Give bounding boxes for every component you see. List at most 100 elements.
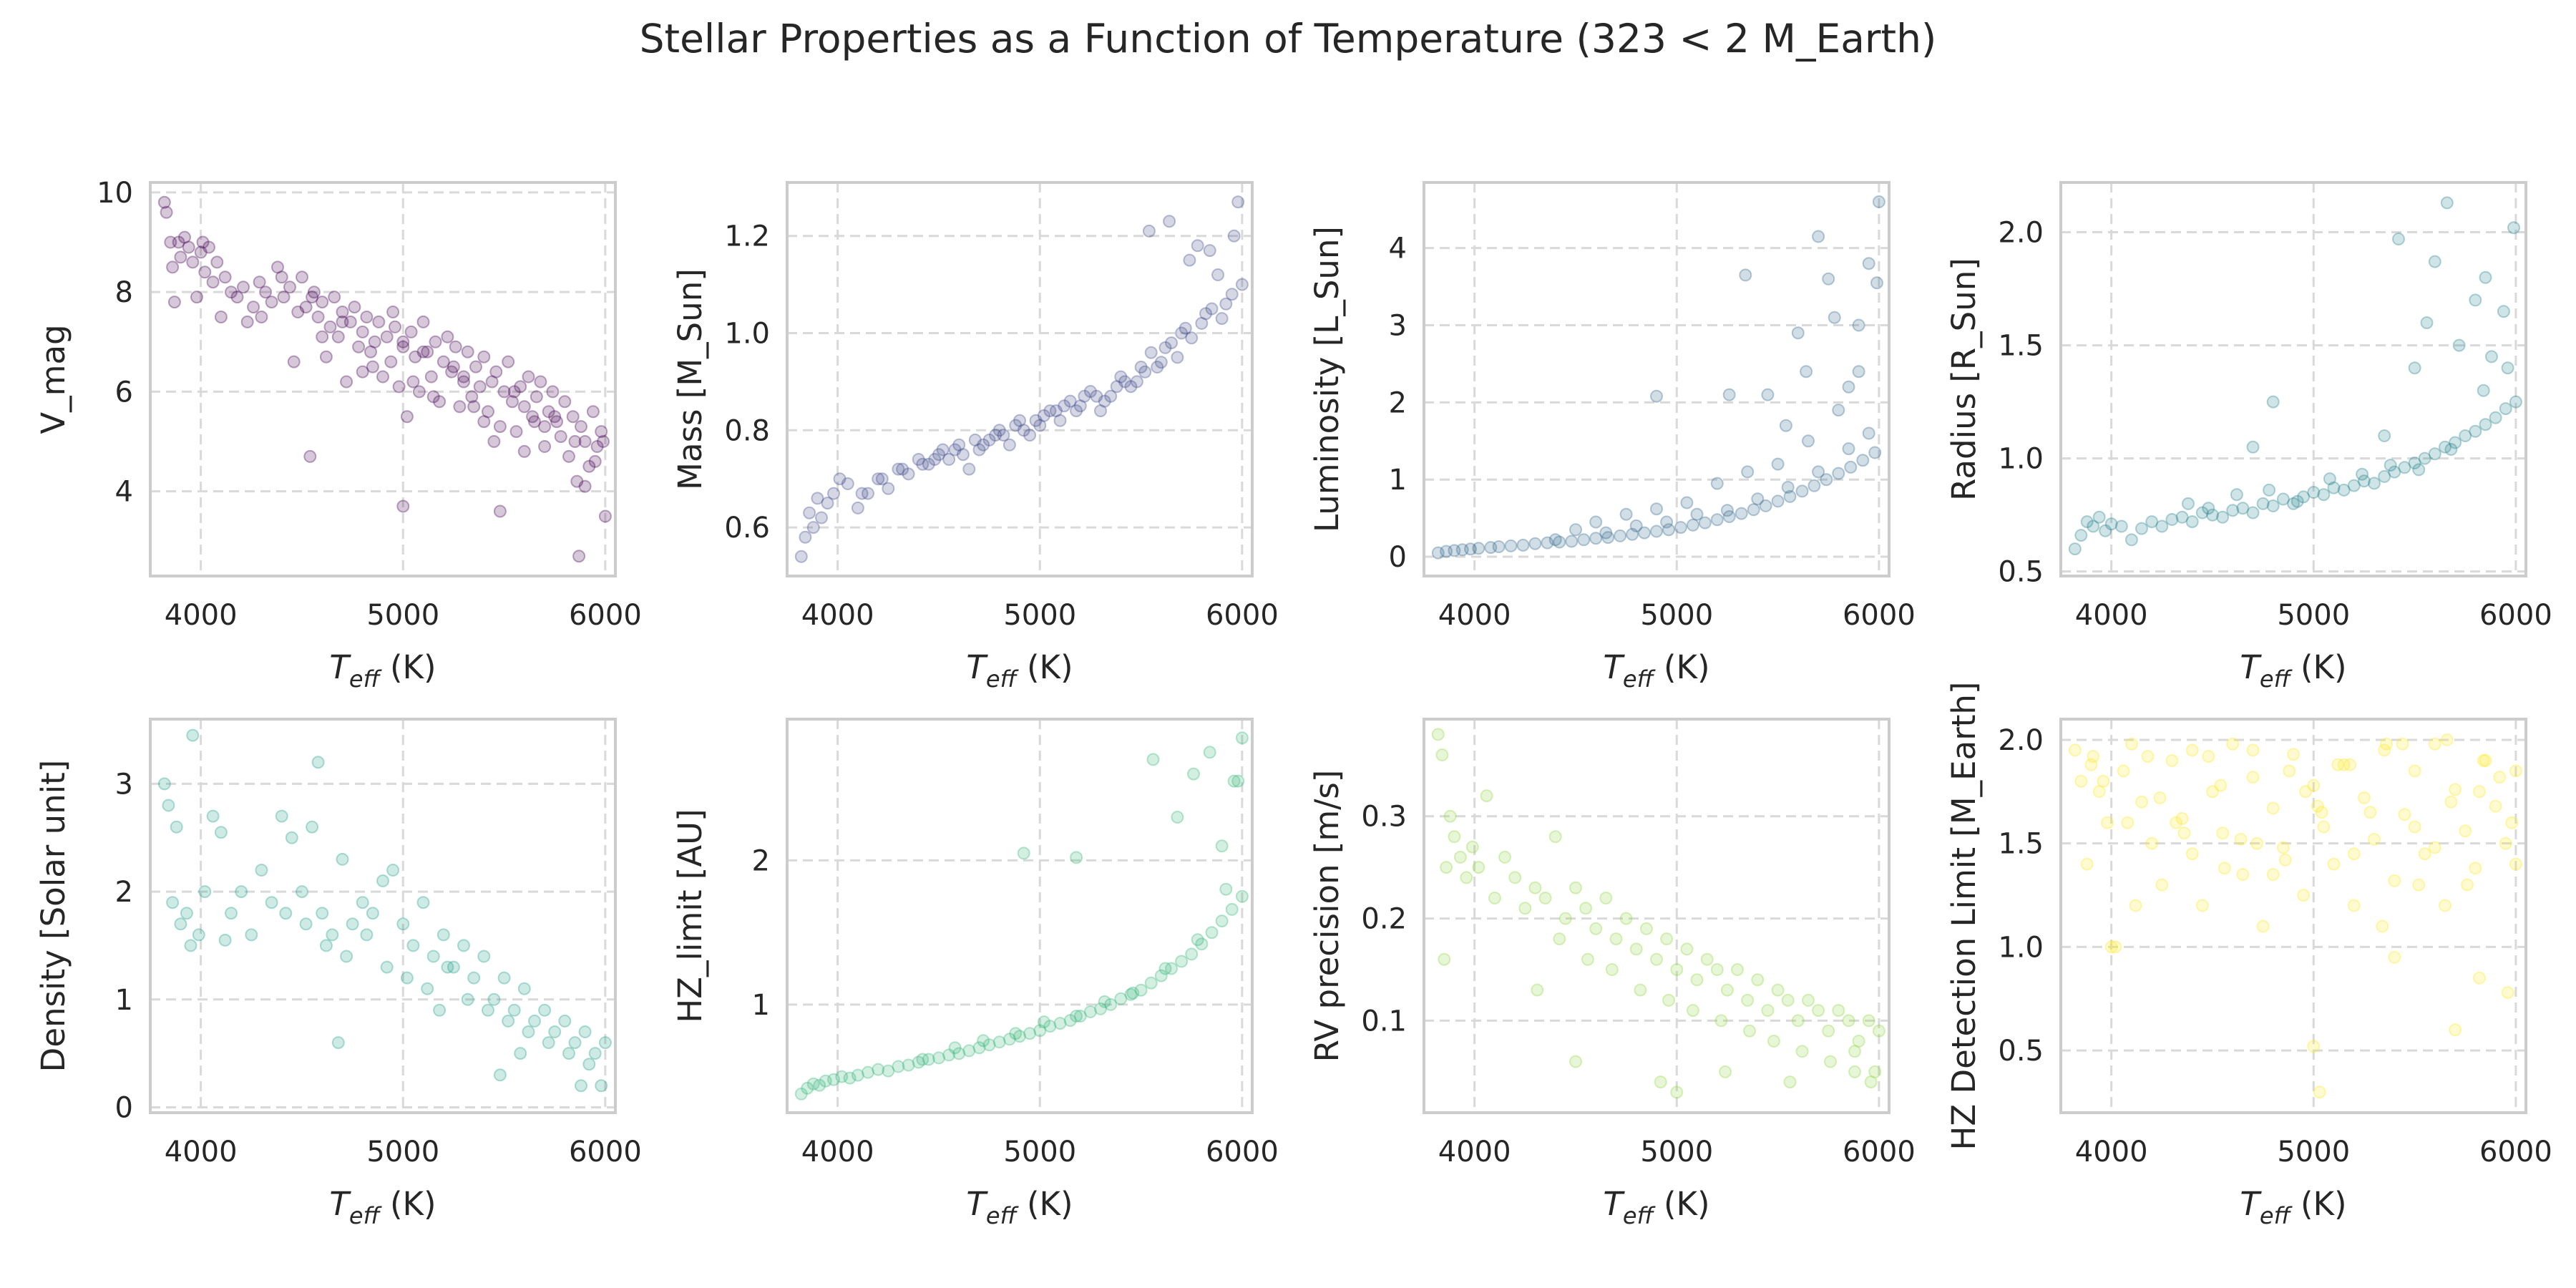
data-point (794, 550, 808, 563)
x-tick-label: 4000 (165, 1136, 238, 1169)
data-point (1771, 983, 1785, 997)
data-point (2396, 737, 2409, 751)
data-point (291, 306, 305, 318)
data-point (346, 917, 359, 931)
data-point (538, 440, 552, 453)
data-point (2357, 791, 2371, 804)
data-point (2124, 533, 2138, 547)
data-point (1094, 1002, 1107, 1015)
data-point (1771, 457, 1785, 471)
data-point (2497, 305, 2510, 318)
data-point (380, 960, 394, 974)
data-point (932, 1051, 945, 1065)
data-point (279, 907, 293, 920)
x-axis-label-main: T (329, 648, 351, 686)
data-point (1842, 442, 1855, 456)
data-point (2104, 517, 2118, 531)
data-point (872, 1063, 885, 1076)
data-point (2388, 874, 2401, 887)
data-point (1199, 307, 1212, 321)
data-point (522, 1025, 535, 1038)
data-point (170, 820, 183, 834)
chart-hzdet: 4000 5000 6000 0.5 1.0 1.5 2.0 Teff (K) HZ Detec… (1945, 682, 2552, 1229)
data-point (2428, 447, 2441, 461)
data-points (794, 731, 1249, 1101)
x-axis-label-main: T (329, 1185, 351, 1223)
data-point (1743, 1024, 1756, 1038)
data-point (1110, 380, 1123, 394)
data-point (1686, 518, 1699, 532)
data-point (2452, 338, 2466, 352)
data-point (2145, 515, 2159, 529)
data-point (942, 1048, 956, 1062)
data-point (1017, 847, 1030, 860)
data-point (311, 756, 325, 769)
data-point (441, 960, 454, 974)
data-point (1104, 997, 1118, 1011)
data-point (1629, 942, 1643, 956)
data-point (1438, 952, 1451, 966)
data-point (2141, 750, 2155, 763)
data-point (2347, 899, 2361, 912)
data-point (1516, 538, 1530, 552)
y-axis-label: Density [Solar unit] (34, 760, 72, 1073)
data-point (1710, 963, 1724, 976)
data-point (2439, 899, 2451, 912)
data-point (2380, 737, 2393, 751)
data-point (2230, 488, 2243, 502)
data-point (2087, 519, 2100, 533)
data-point (578, 435, 592, 448)
data-point (2368, 477, 2381, 490)
data-point (982, 433, 996, 447)
data-point (1720, 983, 1734, 997)
data-point (1767, 1035, 1780, 1048)
data-point (1124, 987, 1138, 1001)
data-point (198, 265, 212, 279)
data-point (1134, 361, 1148, 374)
data-point (376, 370, 389, 384)
x-axis-label: Teff (K) (966, 1185, 1073, 1229)
data-point (578, 479, 592, 493)
data-point (1464, 542, 1477, 556)
data-point (275, 809, 288, 823)
x-tick-label: 6000 (2479, 1136, 2552, 1169)
y-tick-label: 1 (752, 989, 770, 1022)
data-point (230, 291, 244, 304)
data-point (534, 375, 547, 389)
data-point (2307, 779, 2321, 792)
x-axis-label-main: T (966, 648, 988, 686)
data-point (542, 405, 555, 419)
y-tick-label: 0.8 (724, 414, 770, 447)
data-point (426, 390, 440, 404)
data-point (2408, 457, 2421, 469)
data-point (336, 306, 349, 318)
data-point (2440, 196, 2454, 210)
data-point (1601, 531, 1615, 545)
data-point (1710, 477, 1724, 490)
data-point (1852, 318, 1865, 332)
data-point (400, 410, 414, 424)
data-point (586, 405, 600, 419)
data-point (1163, 215, 1176, 228)
data-point (421, 982, 434, 995)
x-tick-label: 4000 (2075, 1136, 2148, 1169)
data-point (2266, 499, 2280, 512)
data-point (1589, 532, 1603, 545)
data-point (2266, 801, 2280, 815)
data-point (568, 435, 582, 448)
data-point (1078, 389, 1091, 403)
data-point (186, 255, 200, 269)
data-point (1154, 969, 1168, 982)
x-tick-label: 5000 (366, 599, 439, 632)
data-point (265, 296, 278, 309)
data-point (2185, 515, 2199, 529)
data-point (2388, 950, 2401, 964)
data-point (493, 420, 507, 434)
data-point (2449, 436, 2462, 449)
data-point (956, 448, 970, 462)
data-point (1235, 278, 1249, 291)
data-point (806, 521, 820, 535)
data-point (426, 950, 440, 963)
data-point (2236, 868, 2250, 882)
